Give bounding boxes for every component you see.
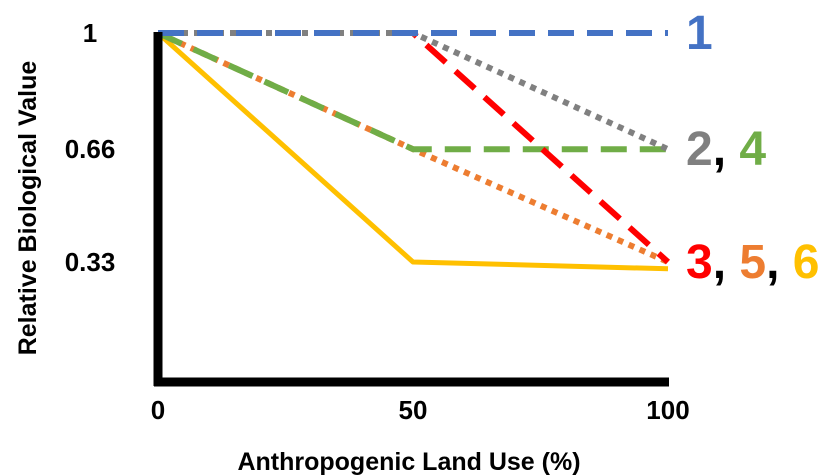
series-end-label-part: 5 xyxy=(739,236,766,289)
series-end-label: 2, 4 xyxy=(686,123,766,176)
series-end-label: 1 xyxy=(686,7,713,60)
series-line-2 xyxy=(158,30,670,152)
series-end-label-part: 3 xyxy=(686,236,713,289)
x-axis-title: Anthropogenic Land Use (%) xyxy=(237,448,580,475)
series-end-labels: 1 2, 4 3, 5, 6 xyxy=(686,7,819,289)
y-tick-label: 1 xyxy=(83,18,97,48)
x-tick-label: 100 xyxy=(646,395,689,425)
axes-layer xyxy=(153,32,669,387)
series-end-label-part: , xyxy=(766,236,793,289)
tick-labels: 0 50 100 0.33 0.66 1 xyxy=(65,18,690,425)
series-line-4 xyxy=(156,30,668,153)
series-end-label-part: 2 xyxy=(686,123,713,176)
series-end-label: 3, 5, 6 xyxy=(686,236,819,289)
y-tick-label: 0.66 xyxy=(65,134,116,164)
series-end-label-part: 1 xyxy=(686,7,713,60)
series-end-label-part: , xyxy=(713,236,740,289)
series-line-6 xyxy=(156,31,669,272)
series-end-label-part: , xyxy=(713,123,740,176)
y-axis-title: Relative Biological Value xyxy=(14,61,42,356)
y-tick-label: 0.33 xyxy=(65,247,116,277)
x-tick-label: 0 xyxy=(151,395,165,425)
x-tick-label: 50 xyxy=(399,395,428,425)
series-end-label-part: 6 xyxy=(793,236,820,289)
series-layer xyxy=(156,30,671,272)
series-end-label-part: 4 xyxy=(739,123,766,176)
